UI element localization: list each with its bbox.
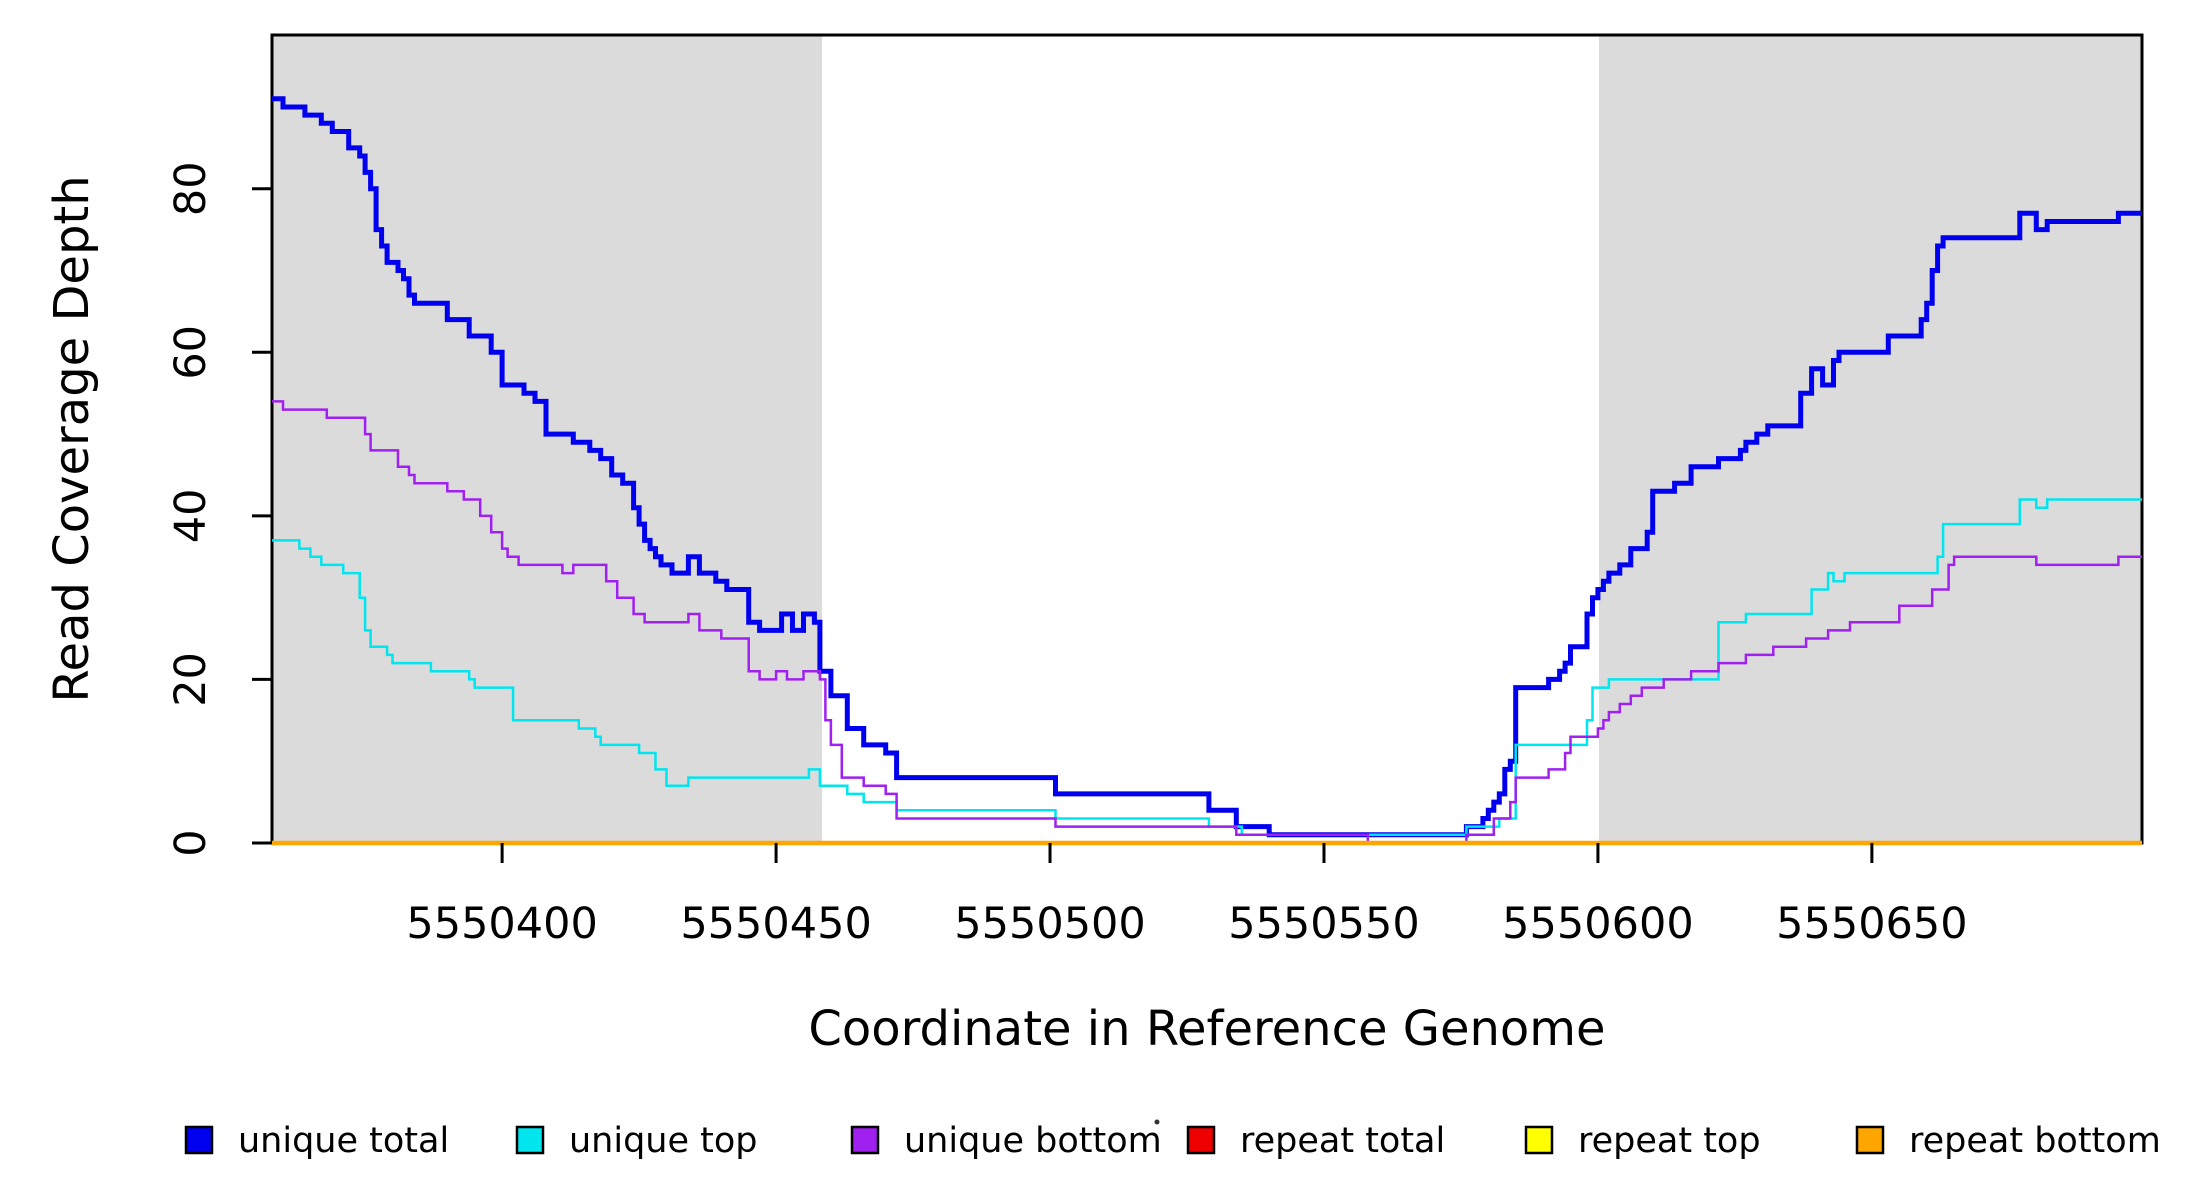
legend-swatch-unique-top (515, 1125, 545, 1155)
x-tick-label: 5550650 (1776, 899, 1968, 949)
x-tick-label: 5550550 (1228, 899, 1420, 949)
legend-label-unique-total: unique total (238, 1121, 449, 1161)
shaded-region (272, 35, 823, 843)
x-tick-label: 5550450 (680, 899, 872, 949)
x-tick-label: 5550500 (954, 899, 1146, 949)
y-tick-label: 20 (166, 652, 216, 707)
legend-label-unique-bottom: unique bottom (904, 1121, 1162, 1161)
x-tick-label: 5550600 (1502, 899, 1694, 949)
legend-label-repeat-top: repeat top (1578, 1121, 1761, 1161)
legend-label-unique-top: unique top (569, 1121, 758, 1161)
legend-label-repeat-bottom: repeat bottom (1909, 1121, 2161, 1161)
y-tick-label: 60 (166, 325, 216, 380)
legend-artifact-dot (1154, 1119, 1160, 1125)
legend-label-repeat-total: repeat total (1240, 1121, 1445, 1161)
legend-swatch-repeat-total (1186, 1125, 1216, 1155)
legend-swatch-unique-total (184, 1125, 214, 1155)
series-line-unique-bottom (272, 400, 2142, 845)
y-tick-label: 80 (166, 161, 216, 216)
y-tick-label: 40 (166, 489, 216, 544)
legend-swatch-repeat-bottom (1855, 1125, 1885, 1155)
legend-swatch-unique-bottom (850, 1125, 880, 1155)
x-axis-title: Coordinate in Reference Genome (808, 1001, 1605, 1057)
shaded-region (1599, 35, 2142, 843)
y-tick-label: 0 (166, 829, 216, 856)
legend-swatch-repeat-top (1524, 1125, 1554, 1155)
y-axis-title: Read Coverage Depth (44, 175, 100, 702)
series-line-unique-total (272, 96, 2142, 838)
series-line-unique-top (272, 498, 2142, 837)
x-tick-label: 5550400 (406, 899, 598, 949)
